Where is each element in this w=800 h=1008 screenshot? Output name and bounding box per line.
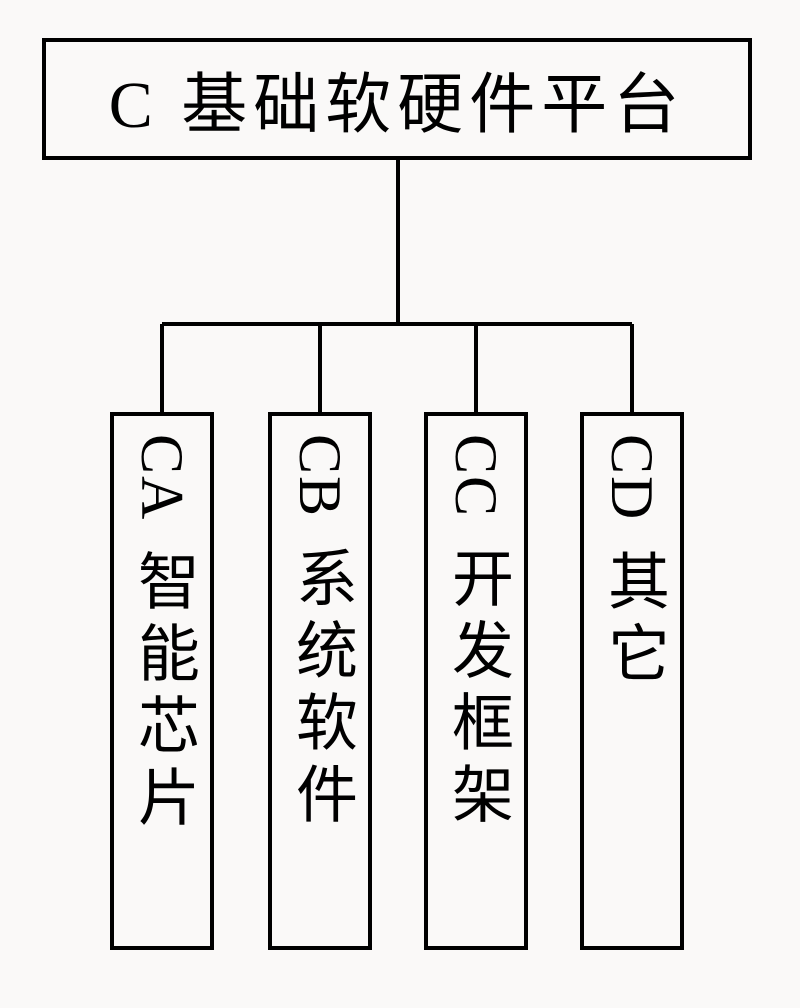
hierarchy-diagram: C 基础软硬件平台 CA 智能芯片 CB 系统软件 CC 开发框架 CD 其它 — [0, 0, 800, 1008]
child-node-code: CD — [602, 434, 662, 521]
child-node-label: 其它 — [601, 549, 663, 693]
child-node-code: CB — [290, 434, 350, 518]
root-node: C 基础软硬件平台 — [42, 38, 752, 160]
child-node-code: CC — [446, 434, 506, 518]
child-node-cc: CC 开发框架 — [424, 412, 528, 950]
root-node-label: C 基础软硬件平台 — [109, 51, 686, 147]
child-node-code: CA — [132, 434, 192, 521]
child-node-ca: CA 智能芯片 — [110, 412, 214, 950]
child-node-label: 智能芯片 — [131, 549, 193, 837]
child-node-label: 系统软件 — [289, 546, 351, 834]
child-node-cd: CD 其它 — [580, 412, 684, 950]
child-node-cb: CB 系统软件 — [268, 412, 372, 950]
child-node-label: 开发框架 — [445, 546, 507, 834]
